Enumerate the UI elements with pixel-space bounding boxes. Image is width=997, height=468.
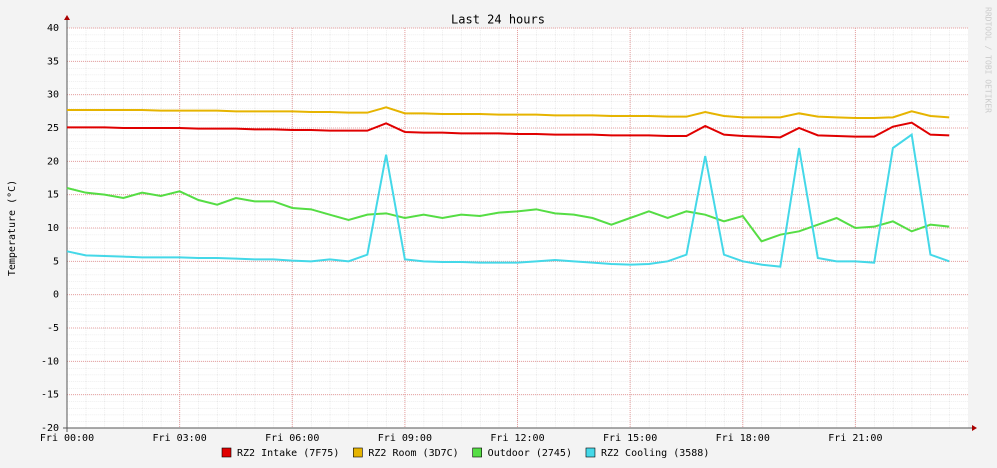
watermark: RRDTOOL / TOBI OETIKER: [984, 7, 993, 113]
axis-arrow: [64, 15, 70, 20]
y-tick-label: -5: [47, 323, 59, 334]
y-tick-label: 15: [47, 190, 59, 201]
y-tick-label: 40: [47, 23, 59, 34]
y-tick-label: -15: [41, 390, 59, 401]
chart-title: Last 24 hours: [451, 13, 545, 27]
y-tick-label: 20: [47, 156, 59, 167]
y-tick-label: -20: [41, 423, 59, 434]
series-line: [67, 106, 950, 119]
y-tick-label: 30: [47, 90, 59, 101]
series-line: [66, 132, 950, 268]
legend-label: RZ2 Intake (7F75): [237, 448, 339, 459]
series-line: [67, 121, 950, 139]
y-tick-label: 5: [53, 256, 59, 267]
y-tick-label: 25: [47, 123, 59, 134]
x-tick-label: Fri 12:00: [490, 433, 544, 444]
y-tick-label: 0: [53, 290, 59, 301]
y-tick-label: 35: [47, 56, 59, 67]
legend-swatch: [353, 447, 363, 458]
legend-swatch: [585, 447, 596, 458]
x-tick-label: Fri 06:00: [265, 433, 319, 444]
x-tick-label: Fri 18:00: [716, 433, 770, 444]
x-tick-label: Fri 00:00: [40, 433, 94, 444]
y-axis-label: Temperature (°C): [7, 180, 18, 276]
legend-swatch: [221, 447, 232, 458]
axis-arrow: [972, 425, 977, 431]
legend-label: RZ2 Room (3D7C): [368, 448, 458, 459]
series-line: [66, 187, 950, 243]
x-tick-label: Fri 15:00: [603, 433, 657, 444]
y-tick-label: 10: [47, 223, 59, 234]
legend-swatch: [472, 447, 482, 458]
x-tick-label: Fri 03:00: [153, 433, 207, 444]
legend-label: RZ2 Cooling (3588): [601, 448, 709, 459]
legend-label: Outdoor (2745): [488, 448, 572, 459]
x-tick-label: Fri 09:00: [378, 433, 432, 444]
x-tick-label: Fri 21:00: [828, 433, 882, 444]
y-tick-label: -10: [41, 356, 59, 367]
